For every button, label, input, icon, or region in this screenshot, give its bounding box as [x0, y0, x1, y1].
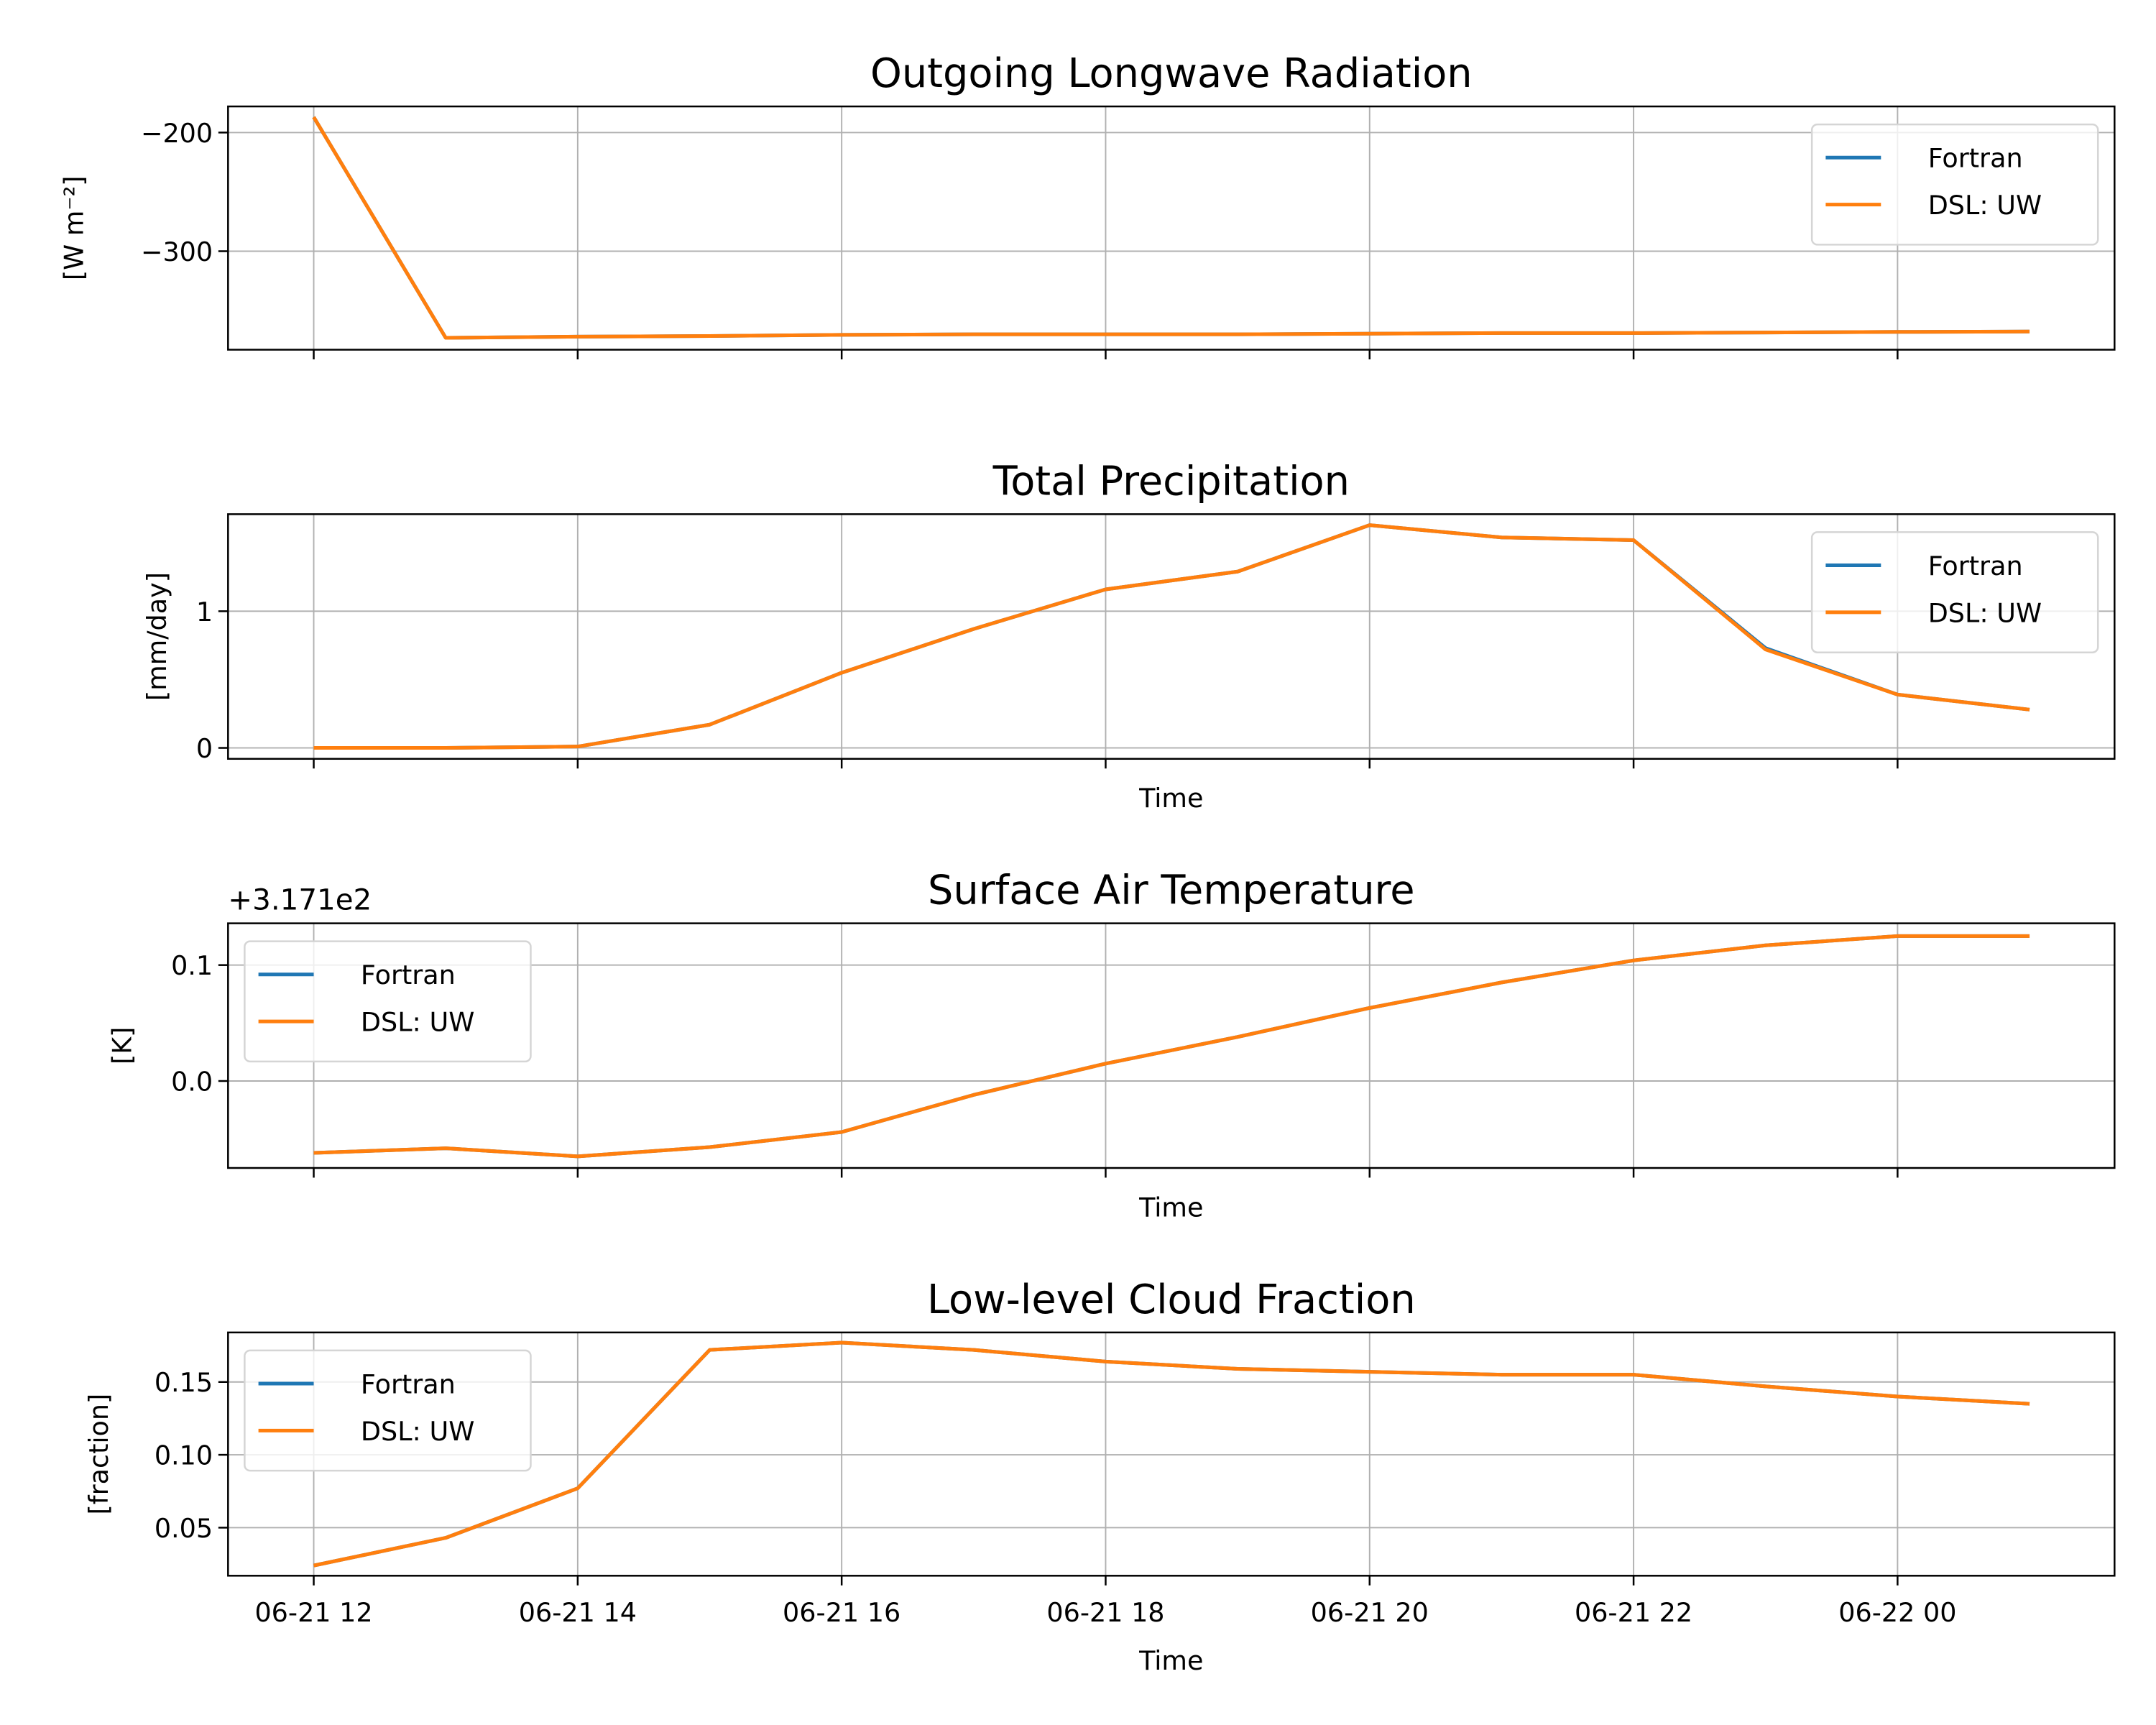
legend: Fortran DSL: UW: [1810, 531, 2099, 653]
y-tick-label: 0.0: [171, 1066, 213, 1097]
legend-label: DSL: UW: [361, 1007, 474, 1038]
series-line-dsl-uw: [313, 934, 2030, 1159]
subplot-title: Outgoing Longwave Radiation: [870, 50, 1473, 97]
series-line-fortran: [313, 1340, 2030, 1568]
legend-label: Fortran: [361, 960, 456, 990]
axes-frame: [227, 513, 2116, 760]
y-tick-label: 0.15: [155, 1367, 213, 1398]
series-line-dsl-uw: [313, 1340, 2030, 1568]
subplot-3: 0.1 0.0 Surface Air Temperature [K] +3.171e2…: [107, 868, 2116, 1223]
legend-box: [1810, 123, 2099, 246]
x-tick-label: 06-21 12: [254, 1597, 372, 1628]
legend-box: [1810, 531, 2099, 653]
y-tick-label: −300: [141, 236, 213, 267]
subplot-1: −200 −300 Outgoing Longwave Radiation [W m⁻…: [58, 50, 2116, 359]
series-line-dsl-uw: [312, 116, 2030, 340]
legend-label: DSL: UW: [1928, 190, 2042, 221]
y-tick-label: 0.10: [155, 1440, 213, 1471]
x-tick-label: 06-21 18: [1046, 1597, 1164, 1628]
x-tick-label: 06-21 14: [519, 1597, 637, 1628]
axes-frame: [227, 1331, 2116, 1577]
y-offset-label: +3.171e2: [228, 883, 372, 916]
y-tick-label: 1: [196, 597, 213, 627]
y-tick-label: 0.1: [171, 950, 213, 981]
series-line-fortran: [313, 934, 2030, 1159]
legend-label: Fortran: [361, 1368, 456, 1399]
legend-label: Fortran: [1928, 143, 2023, 174]
x-tick-label: 06-22 00: [1838, 1597, 1956, 1628]
x-tick-label: 06-21 22: [1575, 1597, 1692, 1628]
x-tick-label: 06-21 20: [1311, 1597, 1429, 1628]
legend: Fortran DSL: UW: [1810, 123, 2099, 246]
subplot-title: Total Precipitation: [992, 458, 1350, 505]
subplot-4: 0.15 0.10 0.05 Low-level Cloud Fraction [fra…: [83, 1276, 2116, 1676]
legend: Fortran DSL: UW: [244, 940, 532, 1063]
x-axis-label: Time: [1138, 1192, 1203, 1223]
x-axis-label: Time: [1138, 783, 1203, 814]
series-line-fortran: [313, 523, 2030, 750]
y-axis-label: [K]: [107, 1027, 138, 1064]
legend-label: DSL: UW: [361, 1416, 474, 1447]
legend-box: [244, 1349, 532, 1472]
y-tick-label: −200: [141, 118, 213, 149]
subplot-2: 0 1 Total Precipitation [mm/day] Time Fortran…: [142, 458, 2116, 814]
x-tick-label: 06-21 16: [783, 1597, 900, 1628]
subplot-title: Surface Air Temperature: [928, 868, 1415, 914]
y-axis-label: [W m⁻²]: [58, 175, 89, 280]
y-tick-label: 0: [196, 733, 213, 764]
axes-frame: [227, 105, 2116, 351]
series-line-dsl-uw: [313, 523, 2030, 750]
legend-box: [244, 940, 532, 1063]
y-axis-label: [fraction]: [83, 1394, 114, 1515]
y-axis-label: [mm/day]: [142, 572, 172, 701]
series-line-fortran: [312, 116, 2030, 340]
legend: Fortran DSL: UW: [244, 1349, 532, 1472]
y-tick-label: 0.05: [155, 1513, 213, 1544]
legend-label: DSL: UW: [1928, 597, 2042, 628]
x-axis-label: Time: [1138, 1645, 1203, 1676]
legend-label: Fortran: [1928, 551, 2023, 581]
axes-frame: [227, 922, 2116, 1169]
subplot-title: Low-level Cloud Fraction: [927, 1276, 1416, 1323]
